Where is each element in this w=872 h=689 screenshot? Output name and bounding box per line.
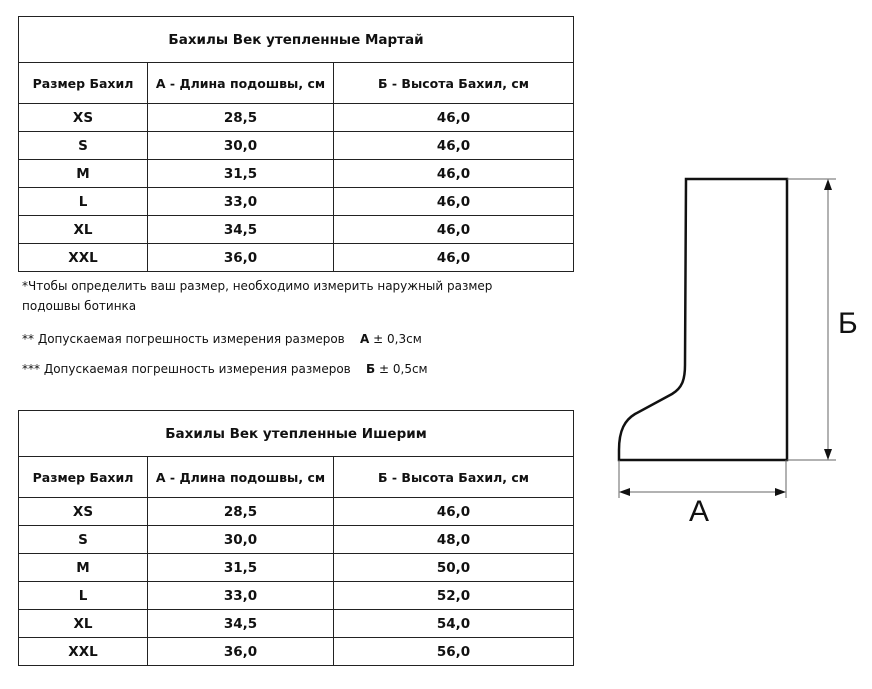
cell: 34,5 [147, 609, 334, 638]
arrow-right-icon [775, 488, 786, 496]
header-size: Размер Бахил [18, 456, 148, 498]
header-height: Б - Высота Бахил, см [333, 62, 574, 104]
cell: S [18, 525, 148, 554]
table-row: M 31,5 50,0 [18, 553, 574, 582]
cell: 56,0 [333, 637, 574, 666]
table-row: XL 34,5 54,0 [18, 609, 574, 638]
table-row: M 31,5 46,0 [18, 159, 574, 188]
arrow-down-icon [824, 449, 832, 460]
cell: L [18, 581, 148, 610]
note-tolerance-b: *** Допускаемая погрешность измерения ра… [22, 359, 542, 379]
table-row: XS 28,5 46,0 [18, 103, 574, 132]
size-table-martai: Бахилы Век утепленные Мартай Размер Бахи… [18, 16, 574, 272]
label-b: Б [838, 307, 858, 340]
note-value: ± 0,5см [379, 362, 428, 376]
cell: XXL [18, 243, 148, 272]
cell: 46,0 [333, 159, 574, 188]
header-length: А - Длина подошвы, см [147, 456, 334, 498]
label-a: А [689, 495, 709, 528]
header-size: Размер Бахил [18, 62, 148, 104]
table-row: L 33,0 52,0 [18, 581, 574, 610]
arrow-left-icon [619, 488, 630, 496]
shoe-cover-outline [617, 177, 789, 462]
length-dimension [618, 460, 787, 498]
cell: 46,0 [333, 243, 574, 272]
table-row: XXL 36,0 46,0 [18, 243, 574, 272]
note-text: ** Допускаемая погрешность измерения раз… [22, 332, 345, 346]
note-letter: А [360, 332, 370, 346]
arrow-up-icon [824, 179, 832, 190]
cell: 46,0 [333, 497, 574, 526]
table-row: XXL 36,0 56,0 [18, 637, 574, 666]
cell: 46,0 [333, 103, 574, 132]
size-table-isherim: Бахилы Век утепленные Ишерим Размер Бахи… [18, 410, 574, 666]
cell: XL [18, 215, 148, 244]
table-row: S 30,0 46,0 [18, 131, 574, 160]
cell: 50,0 [333, 553, 574, 582]
header-height: Б - Высота Бахил, см [333, 456, 574, 498]
note-text: *** Допускаемая погрешность измерения ра… [22, 362, 351, 376]
cell: XXL [18, 637, 148, 666]
cell: 36,0 [147, 637, 334, 666]
note-letter: Б [366, 362, 376, 376]
cell: 36,0 [147, 243, 334, 272]
note-tolerance-a: ** Допускаемая погрешность измерения раз… [22, 329, 542, 349]
cell: 48,0 [333, 525, 574, 554]
note-measure: *Чтобы определить ваш размер, необходимо… [22, 279, 493, 313]
cell: S [18, 131, 148, 160]
cell: L [18, 187, 148, 216]
table-row: L 33,0 46,0 [18, 187, 574, 216]
note-value: ± 0,3см [373, 332, 422, 346]
height-dimension [787, 178, 836, 461]
cell: XS [18, 497, 148, 526]
table-row: XL 34,5 46,0 [18, 215, 574, 244]
table-title: Бахилы Век утепленные Мартай [18, 16, 574, 63]
